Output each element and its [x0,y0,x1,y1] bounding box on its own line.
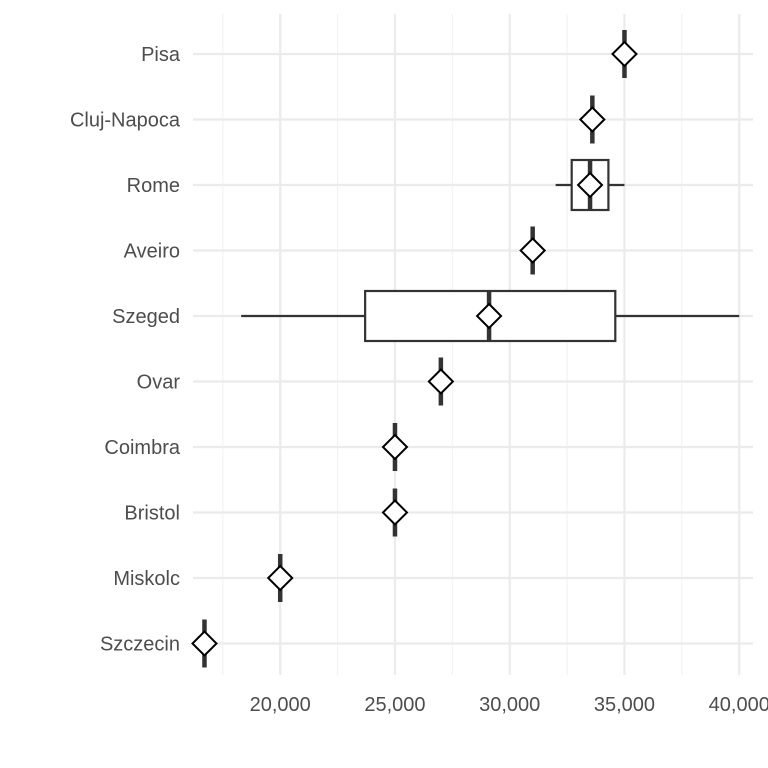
y-tick-label: Szczecin [100,634,180,656]
y-tick-label: Rome [127,175,180,197]
x-axis-tick-labels: 20,000 25,000 30,000 35,000 40,000 [250,694,768,716]
box-szczecin [191,619,218,668]
box-pisa [611,30,638,78]
box-szeged [241,289,740,343]
box-cluj-napoca [578,95,606,144]
y-tick-label: Coimbra [104,437,180,459]
x-tick-label: 25,000 [364,694,425,716]
y-tick-label: Pisa [141,44,181,66]
x-tick-label: 20,000 [250,694,311,716]
box-aveiro [519,226,547,275]
mean-diamond-marker [381,499,409,526]
box-coimbra [381,423,409,471]
x-tick-label: 35,000 [594,694,655,716]
mean-diamond-marker [475,302,503,330]
mean-diamond-marker [191,630,218,657]
box-ovar [427,357,455,406]
mean-diamond-marker [576,171,604,199]
mean-diamond-marker [611,40,638,68]
y-tick-label: Szeged [112,306,180,328]
boxplot-series [191,30,740,668]
box-rome [555,158,625,212]
y-tick-label: Bristol [124,503,180,525]
mean-diamond-marker [578,106,606,133]
mean-diamond-marker [427,368,455,395]
x-tick-label: 40,000 [709,694,768,716]
x-tick-label: 30,000 [479,694,540,716]
mean-diamond-marker [266,564,294,592]
box-miskolc [266,554,294,602]
mean-diamond-marker [519,237,547,264]
box-bristol [381,488,409,537]
y-tick-label: Aveiro [124,241,180,263]
y-axis-tick-labels: Szczecin Miskolc Bristol Coimbra Ovar Szeged A… [70,44,181,656]
mean-diamond-marker [381,433,409,461]
y-tick-label: Cluj-Napoca [70,110,181,132]
y-tick-label: Ovar [137,372,181,394]
y-tick-label: Miskolc [113,568,180,590]
